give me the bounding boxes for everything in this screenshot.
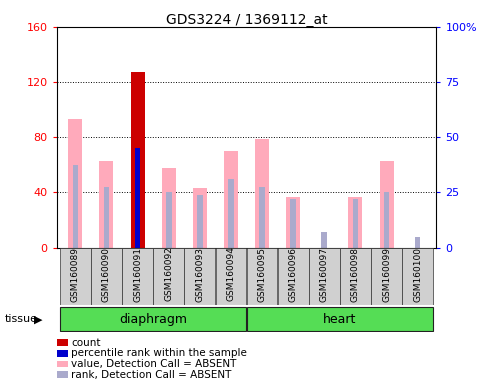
Bar — [184, 248, 215, 305]
Text: value, Detection Call = ABSENT: value, Detection Call = ABSENT — [71, 359, 237, 369]
Bar — [228, 179, 234, 248]
Bar — [352, 199, 358, 248]
Bar — [286, 197, 300, 248]
Text: GSM160095: GSM160095 — [257, 247, 267, 301]
Text: GDS3224 / 1369112_at: GDS3224 / 1369112_at — [166, 13, 327, 27]
Text: tissue: tissue — [5, 314, 38, 324]
Bar — [402, 248, 433, 305]
Text: ▶: ▶ — [34, 314, 42, 324]
Text: percentile rank within the sample: percentile rank within the sample — [71, 348, 247, 358]
Text: heart: heart — [323, 313, 356, 326]
Bar — [153, 248, 184, 305]
Bar — [340, 248, 371, 305]
Bar — [415, 237, 421, 248]
Bar — [384, 192, 389, 248]
Text: GSM160093: GSM160093 — [195, 247, 204, 301]
Text: diaphragm: diaphragm — [119, 313, 187, 326]
Bar — [309, 248, 340, 305]
Bar — [166, 192, 172, 248]
Text: rank, Detection Call = ABSENT: rank, Detection Call = ABSENT — [71, 370, 232, 380]
Bar — [380, 161, 393, 248]
Bar — [278, 248, 309, 305]
Bar — [60, 248, 91, 305]
Text: GSM160091: GSM160091 — [133, 247, 142, 301]
Bar — [91, 248, 122, 305]
Bar — [349, 197, 362, 248]
Bar — [197, 195, 203, 248]
Text: GSM160096: GSM160096 — [289, 247, 298, 301]
Bar — [69, 119, 82, 248]
Bar — [246, 248, 278, 305]
Bar — [162, 168, 176, 248]
Bar — [255, 139, 269, 248]
Text: GSM160090: GSM160090 — [102, 247, 111, 301]
Bar — [104, 187, 109, 248]
Bar — [224, 151, 238, 248]
Text: GSM160098: GSM160098 — [351, 247, 360, 301]
Bar — [215, 248, 246, 305]
Bar — [259, 187, 265, 248]
Bar — [131, 73, 144, 248]
Bar — [193, 188, 207, 248]
Text: count: count — [71, 338, 101, 348]
Bar — [122, 248, 153, 305]
Text: GSM160094: GSM160094 — [226, 247, 236, 301]
Text: GSM160092: GSM160092 — [164, 247, 173, 301]
Text: GSM160099: GSM160099 — [382, 247, 391, 301]
Bar — [100, 161, 113, 248]
Bar — [60, 307, 246, 331]
Bar — [246, 307, 433, 331]
Bar — [371, 248, 402, 305]
Bar — [135, 148, 141, 248]
Text: GSM160089: GSM160089 — [71, 247, 80, 301]
Bar — [290, 199, 296, 248]
Bar — [72, 165, 78, 248]
Text: GSM160097: GSM160097 — [320, 247, 329, 301]
Text: GSM160100: GSM160100 — [413, 247, 422, 301]
Bar — [321, 232, 327, 248]
